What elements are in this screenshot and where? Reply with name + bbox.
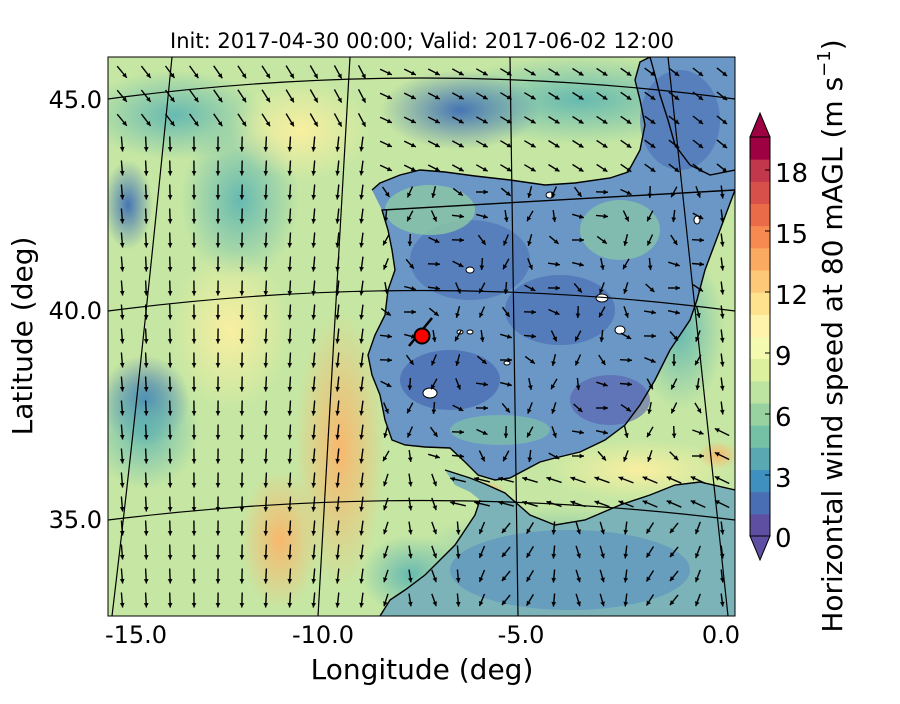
x-tick-label: -15.0	[105, 621, 167, 649]
colorbar-segment	[750, 226, 770, 249]
colorbar-label-exponent: −1	[814, 50, 835, 77]
colorbar-segment	[750, 470, 770, 493]
colorbar-segment	[750, 292, 770, 315]
africa-speed-patch	[450, 530, 690, 610]
colorbar-ticks: 0 3 6 9 12 15 18	[775, 159, 808, 554]
y-tick-label: 45.0	[49, 86, 102, 114]
colorbar-tick-label: 15	[775, 220, 808, 250]
x-tick-label: -10.0	[292, 621, 354, 649]
x-tick-label: 0.0	[702, 621, 740, 649]
colorbar-extend-max	[750, 113, 770, 137]
y-axis: 45.0 40.0 35.0 Latitude (deg)	[6, 86, 102, 534]
site-marker-dot	[415, 329, 430, 344]
y-tick-label: 35.0	[49, 506, 102, 534]
colorbar-tick-label: 3	[775, 464, 792, 494]
colorbar-label-main: Horizontal wind speed at 80 mAGL (m s	[816, 77, 849, 633]
x-axis: -15.0 -10.0 -5.0 0.0 Longitude (deg)	[105, 621, 740, 686]
colorbar-segment	[750, 248, 770, 271]
colorbar-segment	[750, 359, 770, 382]
colorbar-segment	[750, 447, 770, 470]
colorbar-tick-label: 0	[775, 524, 792, 554]
y-tick-label: 40.0	[49, 297, 102, 325]
colorbar	[750, 113, 770, 560]
x-axis-label: Longitude (deg)	[311, 653, 534, 686]
colorbar-segment	[750, 314, 770, 337]
colorbar-segment	[750, 337, 770, 360]
colorbar-tick-label: 18	[775, 159, 808, 189]
colorbar-segment	[750, 381, 770, 404]
x-tick-label: -5.0	[498, 621, 545, 649]
colorbar-tick-label: 6	[775, 403, 792, 433]
colorbar-segment	[750, 514, 770, 537]
map-panel	[85, 55, 738, 620]
colorbar-label-close: )	[816, 39, 849, 50]
colorbar-tick-label: 12	[775, 281, 808, 311]
colorbar-tick-label: 9	[775, 342, 792, 372]
colorbar-segment	[750, 181, 770, 204]
chart-title: Init: 2017-04-30 00:00; Valid: 2017-06-0…	[170, 29, 674, 53]
y-axis-label: Latitude (deg)	[6, 237, 39, 436]
colorbar-segment	[750, 270, 770, 293]
colorbar-segment	[750, 137, 770, 160]
colorbar-segment	[750, 492, 770, 515]
colorbar-label: Horizontal wind speed at 80 mAGL (m s−1)	[814, 39, 849, 632]
colorbar-segment	[750, 204, 770, 227]
colorbar-segment	[750, 425, 770, 448]
colorbar-extend-min	[750, 536, 770, 560]
